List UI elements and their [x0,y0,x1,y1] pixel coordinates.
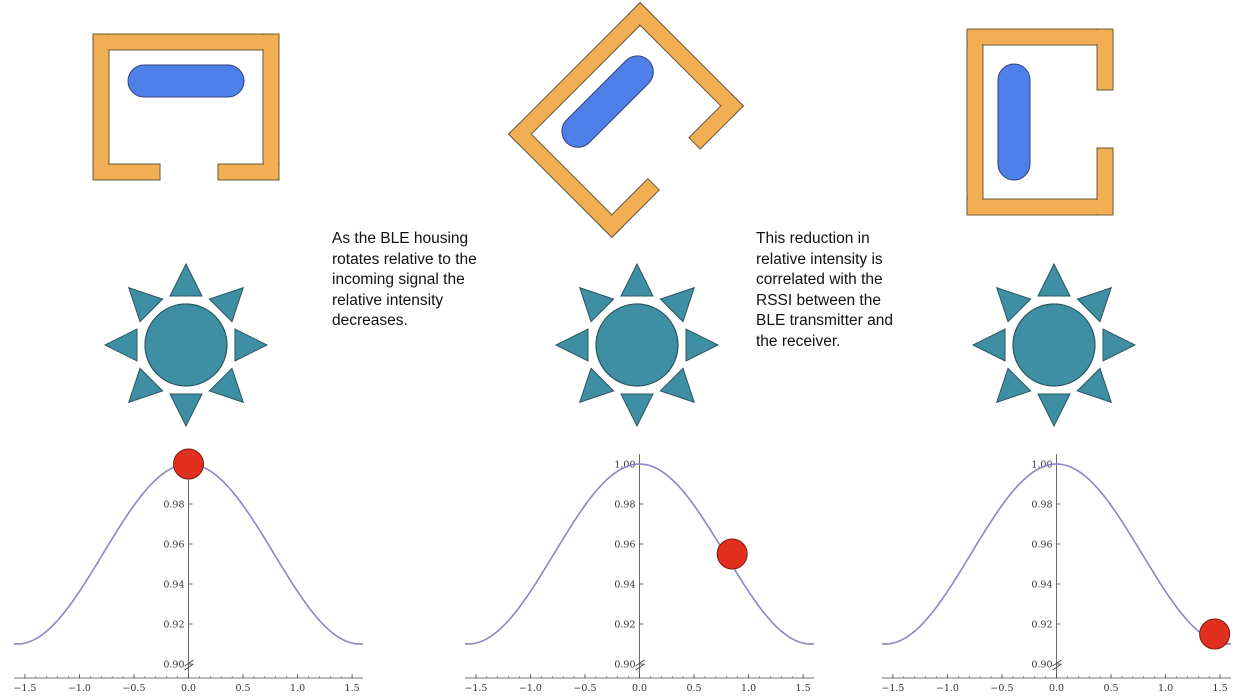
sun-ray [1102,328,1137,362]
ble-housing-icon [92,33,280,181]
caption-line: relative intensity is [756,250,883,268]
ble-housing-icon [966,28,1114,216]
sun-ray [103,328,138,362]
sun-ray [169,393,203,428]
axis-break-mark [1052,659,1062,671]
sun-ray [578,286,615,323]
intensity-curve [464,463,815,645]
x-tick-label: −1.5 [464,683,487,694]
y-tick-label: 0.94 [614,580,635,591]
sun-ray [659,286,696,323]
x-tick-label: 1.5 [796,683,811,694]
intensity-chart: −1.5 −1.0 −0.5 0.0 0.5 1.0 1.5 0.90 0.92 0.94 0.96… [464,454,815,694]
y-tick-label: 0.94 [1031,580,1052,591]
sun-core [595,303,679,387]
y-tick-label: 1.00 [1031,460,1052,471]
sun-ray [127,367,164,404]
x-tick-label: −0.5 [573,683,596,694]
sun-signal-icon [103,262,269,428]
position-marker [716,538,748,570]
caption-line: This reduction in [756,230,870,247]
x-tick-label: 1.5 [1213,683,1228,694]
sun-core [144,303,228,387]
sun-ray [554,328,589,362]
x-tick-label: −1.5 [881,683,904,694]
x-tick-label: 0.5 [686,683,701,694]
x-tick-label: −0.5 [990,683,1013,694]
y-tick-label: 0.98 [1031,500,1052,511]
y-tick-label: 0.90 [614,660,635,671]
sun-ray [620,262,654,297]
sun-ray [995,286,1032,323]
x-tick-label: 1.5 [345,683,360,694]
sun-ray [208,367,245,404]
x-tick-label: 0.0 [181,683,196,694]
position-marker [173,448,204,480]
antenna-pill [127,64,245,98]
sun-ray [659,367,696,404]
caption-line: RSSI between the [756,291,881,309]
ble-housing-icon [507,1,745,239]
x-tick-label: 1.0 [741,683,756,694]
sun-ray [1037,262,1071,297]
x-tick-label: −0.5 [122,683,145,694]
x-tick-label: −1.0 [936,683,959,694]
y-tick-label: 0.92 [614,620,635,631]
y-tick-label: 0.92 [1031,620,1052,631]
y-tick-label: 0.96 [1031,540,1052,551]
caption-right: This reduction in relative intensity is co… [756,229,893,352]
sun-ray [127,286,164,323]
axis-break-mark [635,659,645,671]
sun-ray [971,328,1006,362]
y-tick-label: 0.94 [163,580,184,591]
caption-line: the receiver. [756,332,841,350]
y-tick-label: 0.92 [163,620,184,631]
sun-ray [995,367,1032,404]
y-tick-label: 0.90 [163,660,184,671]
y-tick-label: 0.90 [1031,660,1052,671]
sun-signal-icon [971,262,1137,428]
caption-line: BLE transmitter and [756,312,893,329]
caption-line: rotates relative to the [332,250,477,268]
x-tick-label: 0.5 [1103,683,1118,694]
sun-ray [1037,393,1071,428]
sun-ray [578,367,615,404]
y-tick-label: 0.98 [614,500,635,511]
y-tick-label: 1.00 [614,460,635,471]
y-tick-label: 0.96 [614,540,635,551]
caption-line: relative intensity [332,291,444,309]
x-tick-label: 0.0 [632,683,647,694]
sun-ray [169,262,203,297]
sun-core [1012,303,1096,387]
intensity-curve [881,463,1232,645]
x-tick-label: −1.0 [68,683,91,694]
sun-ray [1076,286,1113,323]
sun-signal-icon [554,262,720,428]
caption-left: As the BLE housing rotates relative to th… [332,229,477,332]
caption-line: As the BLE housing [332,230,469,247]
axis-break-mark [184,659,194,671]
sun-ray [1076,367,1113,404]
sun-ray [234,328,269,362]
x-tick-label: 0.5 [235,683,250,694]
x-tick-label: −1.5 [13,683,36,694]
x-tick-label: 1.0 [290,683,305,694]
caption-line: correlated with the [756,271,883,288]
sun-ray [685,328,720,362]
caption-line: decreases. [332,312,408,329]
sun-ray [620,393,654,428]
x-tick-label: 1.0 [1158,683,1173,694]
position-marker [1199,618,1231,650]
y-tick-label: 0.96 [163,540,184,551]
intensity-chart: −1.5 −1.0 −0.5 0.0 0.5 1.0 1.5 0.90 0.92 0.94 0.96… [881,454,1232,694]
y-tick-label: 0.98 [163,500,184,511]
antenna-pill [561,55,654,148]
antenna-pill [997,63,1031,181]
sun-ray [208,286,245,323]
x-tick-label: −1.0 [519,683,542,694]
caption-line: incoming signal the [332,271,465,288]
x-tick-label: 0.0 [1049,683,1064,694]
intensity-chart: −1.5 −1.0 −0.5 0.0 0.5 1.0 1.5 0.90 0.92 0.94 0.96… [13,448,364,694]
